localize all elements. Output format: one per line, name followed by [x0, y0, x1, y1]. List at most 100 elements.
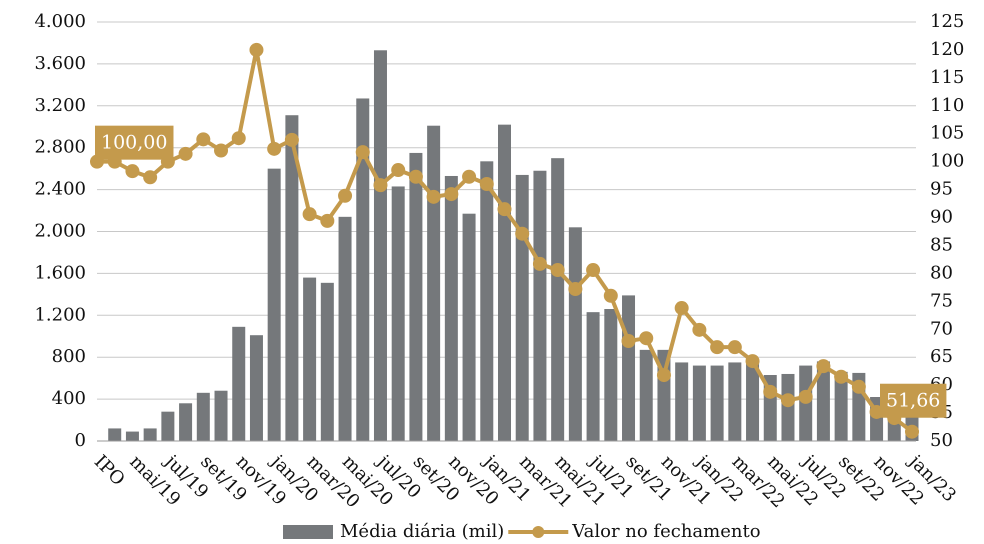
bar [816, 361, 830, 441]
line-point [196, 132, 211, 147]
bar [108, 428, 122, 441]
line-point [426, 189, 441, 204]
y-tick-label: 0 [75, 430, 86, 451]
y2-tick-label: 85 [930, 234, 953, 255]
bar [143, 428, 157, 441]
y2-tick-label: 95 [930, 179, 953, 200]
bar [391, 186, 405, 441]
y-tick-label: 2.000 [34, 221, 86, 242]
line-point [656, 368, 671, 383]
line-point [408, 169, 423, 184]
y2-tick-label: 105 [930, 123, 964, 144]
line-point [249, 42, 264, 57]
line-point [710, 340, 725, 355]
line-point [214, 143, 229, 158]
line-point [727, 340, 742, 355]
line-point [851, 379, 866, 394]
line-point [639, 331, 654, 346]
annotation-text: 100,00 [101, 132, 167, 154]
bar [285, 115, 299, 441]
line-point [444, 187, 459, 202]
bar [427, 125, 441, 441]
bar [462, 213, 476, 441]
line-point [745, 354, 760, 369]
bar [498, 124, 511, 441]
line-point [231, 131, 246, 146]
bar [675, 362, 689, 441]
bar [834, 371, 848, 441]
y2-tick-label: 100 [930, 151, 964, 172]
legend-swatch [283, 525, 333, 539]
bar [267, 168, 281, 441]
line-point [284, 132, 299, 147]
bar [692, 365, 706, 441]
bar [161, 411, 175, 441]
bar [586, 312, 600, 441]
line-point [621, 333, 636, 348]
bar [356, 98, 370, 441]
y-tick-label: 2.400 [34, 179, 86, 200]
line-point [497, 202, 512, 217]
bar [249, 335, 263, 441]
line-point [532, 256, 547, 271]
bar [232, 326, 246, 441]
line-point [550, 263, 565, 278]
bar [533, 170, 547, 441]
line-point [373, 178, 388, 193]
bar [214, 390, 228, 441]
bar [551, 158, 565, 442]
bar [710, 365, 724, 441]
line-point [267, 141, 282, 156]
line-point [798, 389, 813, 404]
line-point [355, 145, 370, 160]
legend-label: Valor no fechamento [571, 521, 760, 542]
line-point [905, 424, 919, 439]
bar [409, 152, 423, 441]
annotation-text: 51,66 [886, 390, 940, 412]
line-point [479, 177, 494, 192]
bar [515, 174, 529, 441]
line-point [178, 146, 193, 161]
y2-tick-label: 115 [930, 67, 964, 88]
y2-tick-label: 125 [930, 11, 964, 32]
line-point [674, 301, 689, 316]
line-point [692, 322, 707, 337]
annotation: 100,00 [95, 125, 174, 160]
line-point [780, 393, 795, 408]
y2-tick-label: 50 [930, 430, 953, 451]
y-tick-label: 800 [52, 346, 86, 367]
legend-label: Média diária (mil) [340, 521, 504, 542]
annotation: 51,66 [880, 383, 947, 418]
line-point [763, 384, 778, 399]
y2-tick-label: 110 [930, 95, 964, 116]
line-point [143, 170, 158, 185]
line-point [338, 188, 353, 203]
annotation-box [95, 125, 174, 160]
line-point [603, 288, 618, 303]
annotation-box [880, 383, 947, 418]
bar [781, 373, 795, 441]
bar [338, 216, 352, 441]
y-tick-label: 1.600 [34, 262, 86, 283]
line-point [834, 369, 849, 384]
y2-tick-label: 70 [930, 318, 953, 339]
line-point [320, 213, 335, 228]
bar [444, 175, 458, 442]
bar [125, 431, 139, 441]
bar [303, 277, 317, 441]
bar [373, 50, 387, 441]
y-tick-label: 1.200 [34, 304, 86, 325]
x-tick-label: IPO [90, 451, 129, 490]
y2-tick-label: 80 [930, 262, 953, 283]
y-tick-label: 2.800 [34, 137, 86, 158]
y-tick-label: 3.200 [34, 95, 86, 116]
bar [622, 295, 636, 441]
line-point [462, 169, 477, 184]
y-tick-label: 3.600 [34, 53, 86, 74]
line-point [568, 282, 583, 297]
line-point [816, 359, 831, 374]
y2-tick-label: 90 [930, 207, 953, 228]
y-tick-label: 4.000 [34, 11, 86, 32]
line-point [125, 164, 140, 179]
